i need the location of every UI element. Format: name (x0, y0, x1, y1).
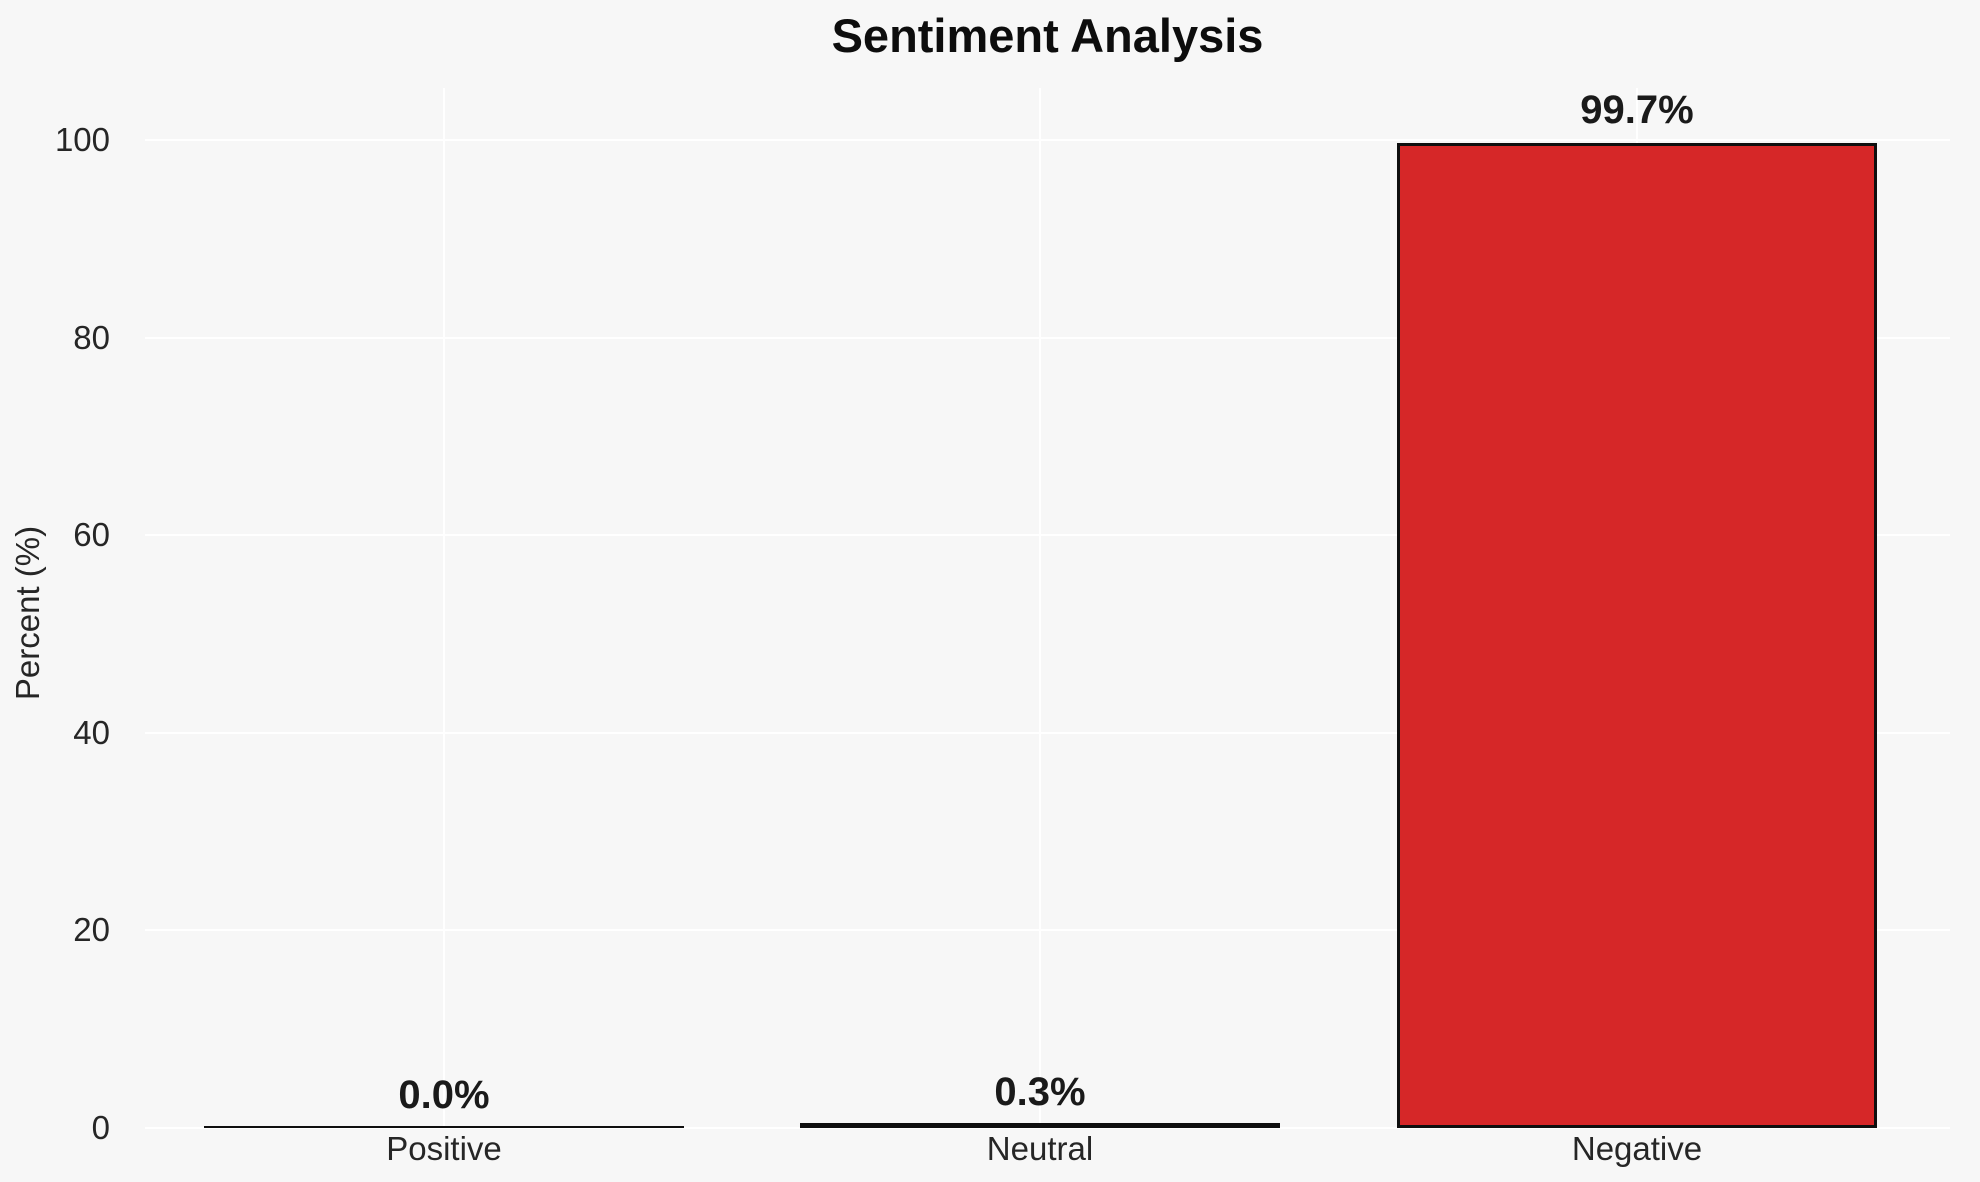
h-gridline-40 (145, 731, 1950, 734)
h-gridline-60 (145, 534, 1950, 537)
x-category-label-negative: Negative (1571, 1130, 1703, 1167)
h-gridline-100 (145, 139, 1950, 141)
v-gridline-positive (443, 88, 445, 1128)
bar-value-label-neutral: 0.3% (994, 1070, 1086, 1114)
v-gridline-neutral (1039, 88, 1041, 1128)
bar-neutral (800, 1123, 1280, 1128)
y-tick-label-40: 40 (73, 713, 110, 751)
x-category-label-neutral: Neutral (986, 1130, 1094, 1167)
y-tick-label-100: 100 (54, 121, 110, 158)
bar-negative (1397, 143, 1877, 1128)
plot-area: 0.0% Positive 0.3% Neutral 99.7% Negative (145, 88, 1950, 1167)
bar-value-label-positive: 0.0% (398, 1073, 490, 1117)
y-axis-label: Percent (%) (9, 525, 46, 701)
h-gridline-20 (145, 929, 1950, 932)
y-tick-label-20: 20 (73, 911, 110, 949)
chart-title: Sentiment Analysis (831, 9, 1264, 62)
h-gridline-0 (145, 1127, 1950, 1129)
y-tick-label-80: 80 (73, 318, 110, 356)
bar-positive (204, 1126, 684, 1128)
h-gridline-80 (145, 336, 1950, 339)
x-category-label-positive: Positive (386, 1130, 502, 1167)
bar-value-label-negative: 99.7% (1580, 88, 1694, 132)
y-tick-label-0: 0 (91, 1109, 110, 1146)
y-tick-label-60: 60 (73, 516, 110, 554)
